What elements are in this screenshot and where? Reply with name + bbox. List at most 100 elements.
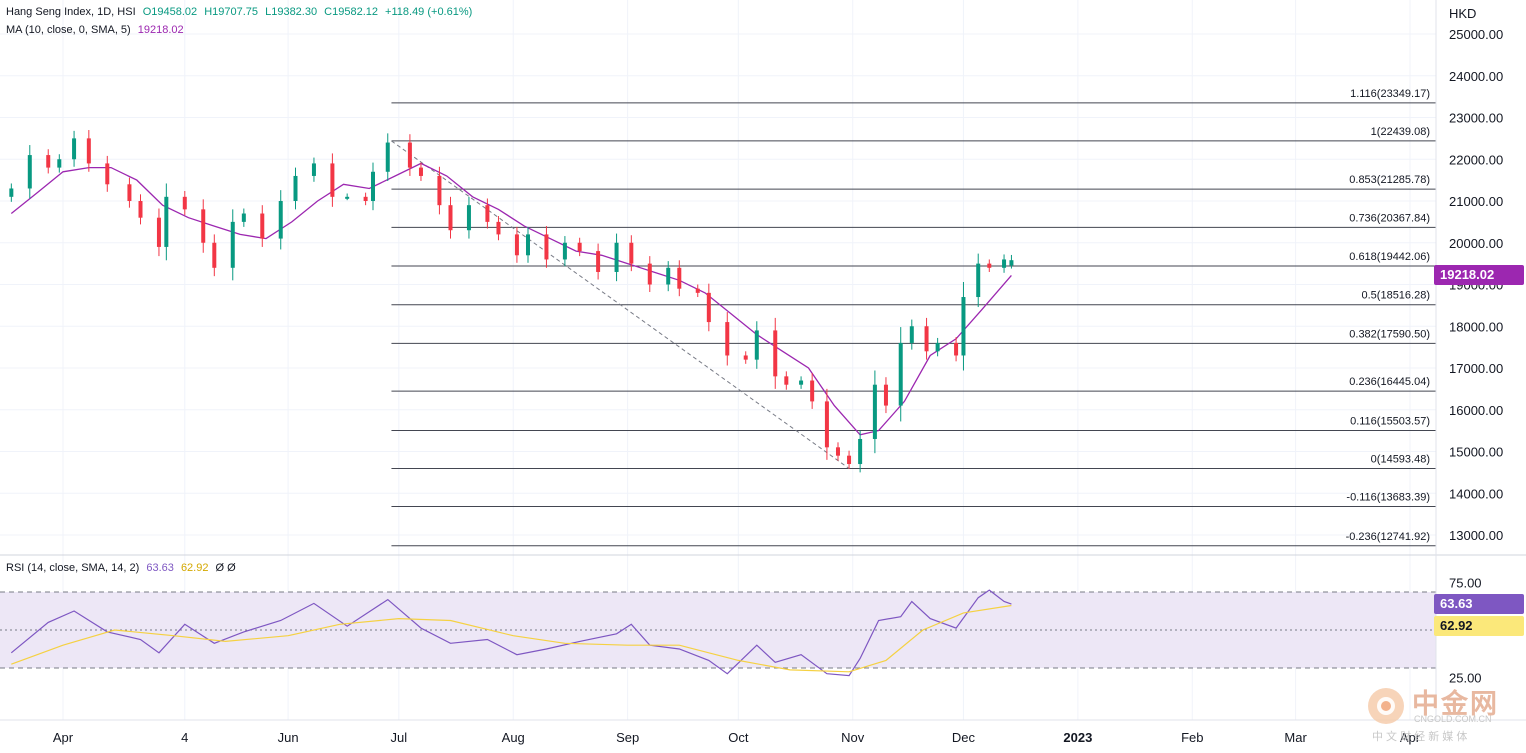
high-value: H19707.75 (204, 6, 259, 18)
candle (363, 192, 368, 206)
candle-body (138, 201, 143, 218)
candle-body (954, 342, 959, 356)
candle-body (385, 142, 390, 172)
candle-body (345, 196, 350, 199)
candle (241, 208, 246, 227)
candle-body (86, 138, 91, 164)
candle-body (898, 342, 903, 406)
currency-label: HKD (1449, 6, 1477, 21)
candle-body (614, 242, 619, 272)
candle-body (9, 188, 14, 197)
candle (562, 236, 567, 267)
watermark-domain: CNGOLD.COM.CN (1414, 714, 1492, 724)
candle (293, 167, 298, 210)
candle-body (872, 384, 877, 439)
candle-body (799, 380, 804, 385)
candle (784, 371, 789, 390)
candle-body (418, 167, 423, 176)
fibonacci-retracement[interactable]: 1.116(23349.17) 1(22439.08) 0.853(21285.78… (391, 88, 1436, 547)
candle-body (544, 234, 549, 260)
candle-body (647, 263, 652, 285)
candle (345, 193, 350, 201)
candle-body (987, 263, 992, 268)
candle-body (835, 447, 840, 456)
x-tick-label: Oct (728, 730, 749, 745)
candle-body (260, 213, 265, 239)
candle-body (824, 401, 829, 448)
candle-body (330, 163, 335, 197)
candle (883, 377, 888, 414)
candle (164, 183, 169, 261)
fib-level-label: 0.853(21285.78) (1349, 174, 1430, 186)
candle-body (278, 201, 283, 239)
candle (138, 194, 143, 225)
y-tick-label: 15000.00 (1449, 445, 1503, 460)
candle-body (961, 297, 966, 356)
ma-legend[interactable]: MA (10, close, 0, SMA, 5) 19218.02 (6, 24, 188, 36)
watermark-tagline: 中 文 财 经 新 媒 体 (1372, 731, 1468, 743)
candle-body (784, 376, 789, 385)
candle (695, 284, 700, 298)
candle-body (57, 159, 62, 168)
y-tick-label: 20000.00 (1449, 236, 1503, 251)
candle (448, 196, 453, 239)
rsi-legend[interactable]: RSI (14, close, SMA, 14, 2) 63.63 62.92 … (6, 562, 240, 574)
rsi-value: 63.63 (146, 562, 174, 574)
candle-body (695, 288, 700, 293)
fib-level-label: 1(22439.08) (1371, 126, 1430, 138)
candle (1009, 254, 1014, 269)
fib-level-label: -0.116(13683.39) (1346, 491, 1430, 503)
y-tick-label: 14000.00 (1449, 486, 1503, 501)
candle (544, 226, 549, 268)
candle-body (514, 234, 519, 256)
candle (898, 327, 903, 422)
candle-body (466, 205, 471, 231)
candle-body (935, 342, 940, 352)
candle (987, 259, 992, 272)
candle-body (847, 455, 852, 465)
candle (260, 205, 265, 247)
candle (9, 183, 14, 202)
rsi-line (10, 589, 1012, 677)
candle-body (311, 163, 316, 176)
rsi-extra: Ø Ø (215, 562, 236, 574)
candle (127, 177, 132, 208)
candle (311, 157, 316, 182)
candle (86, 130, 91, 172)
candle (385, 133, 390, 181)
candle-body (363, 196, 368, 201)
candle (773, 317, 778, 389)
fib-level-label: 0.236(16445.04) (1349, 376, 1430, 388)
candle (27, 145, 32, 199)
candle (677, 260, 682, 297)
fib-level-label: 0.618(19442.06) (1349, 251, 1430, 263)
open-value: O19458.02 (142, 6, 198, 18)
candle (725, 312, 730, 366)
y-tick-label: 13000.00 (1449, 528, 1503, 543)
candle-body (201, 209, 206, 243)
candle-body (156, 217, 161, 247)
symbol-legend[interactable]: Hang Seng Index, 1D, HSI O19458.02 H1970… (6, 6, 476, 18)
candle-body (437, 175, 442, 206)
x-tick-label: 4 (181, 730, 188, 745)
y-tick-label: 21000.00 (1449, 194, 1503, 209)
candle-body (562, 242, 567, 260)
rsi-tick-label: 75.00 (1449, 576, 1482, 591)
candle-body (182, 196, 187, 210)
rsi-label: RSI (14, close, SMA, 14, 2) (6, 562, 140, 574)
x-tick-label: Nov (841, 730, 865, 745)
candle (754, 321, 759, 369)
candle-body (127, 184, 132, 201)
candle-body (1002, 259, 1007, 268)
candle (105, 155, 110, 192)
fib-level-label: -0.236(12741.92) (1346, 531, 1430, 543)
ma-label: MA (10, close, 0, SMA, 5) (6, 24, 131, 36)
candle-body (212, 242, 217, 268)
candle (201, 199, 206, 253)
fib-level-label: 0(14593.48) (1371, 453, 1430, 465)
moving-average (10, 162, 1012, 436)
fib-level-label: 0.736(20367.84) (1349, 212, 1430, 224)
candle (57, 154, 62, 173)
candle (466, 196, 471, 239)
